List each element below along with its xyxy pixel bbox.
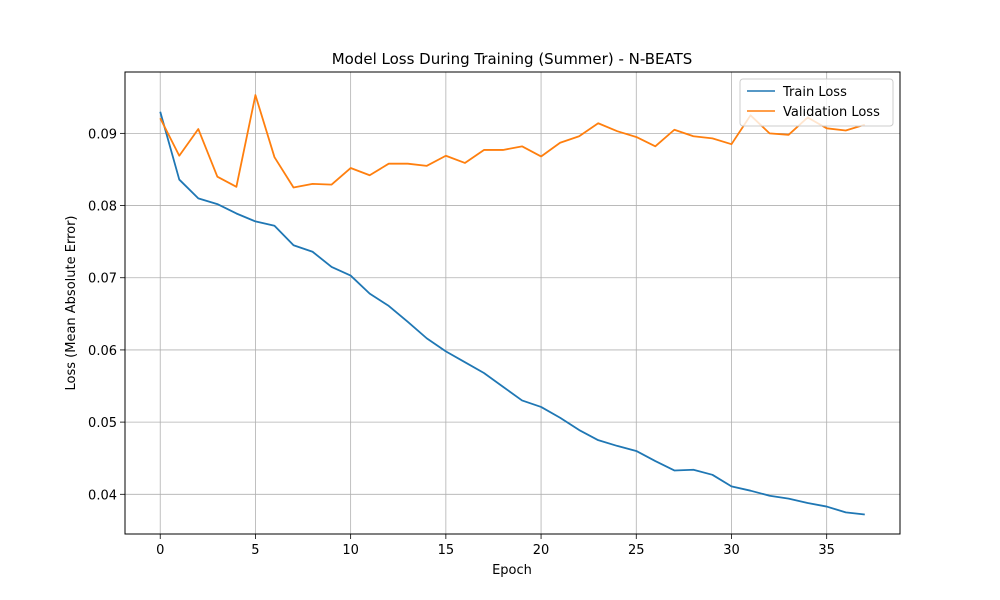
- y-tick-label: 0.09: [88, 127, 117, 142]
- axis-ticks: 0 5 10 15 20 25 30 35 0.04 0.05 0.06 0.07 0.08 0.09: [88, 127, 835, 558]
- plot-area: [125, 72, 900, 534]
- y-tick-label: 0.05: [88, 416, 117, 431]
- x-tick-label: 30: [723, 543, 740, 558]
- legend-box: [739, 78, 894, 127]
- x-axis-label: Epoch: [492, 563, 532, 578]
- x-tick-label: 10: [342, 543, 359, 558]
- chart-title: Model Loss During Training (Summer) - N-…: [332, 50, 693, 68]
- plot-frame: [124, 71, 901, 535]
- legend-label-train: Train Loss: [782, 85, 847, 100]
- y-tick-label: 0.06: [88, 344, 117, 359]
- x-tick-label: 5: [251, 543, 259, 558]
- x-tick-label: 20: [533, 543, 550, 558]
- legend: Train Loss Validation Loss: [739, 78, 894, 127]
- x-tick-label: 0: [156, 543, 164, 558]
- x-tick-label: 25: [628, 543, 645, 558]
- train-loss-line: [159, 111, 865, 516]
- y-tick-label: 0.08: [88, 200, 117, 215]
- y-axis-label: Loss (Mean Absolute Error): [64, 216, 79, 391]
- x-tick-label: 15: [438, 543, 455, 558]
- x-tick-label: 35: [818, 543, 835, 558]
- y-tick-label: 0.07: [88, 272, 117, 287]
- y-tick-label: 0.04: [88, 488, 117, 503]
- legend-label-validation: Validation Loss: [783, 105, 880, 120]
